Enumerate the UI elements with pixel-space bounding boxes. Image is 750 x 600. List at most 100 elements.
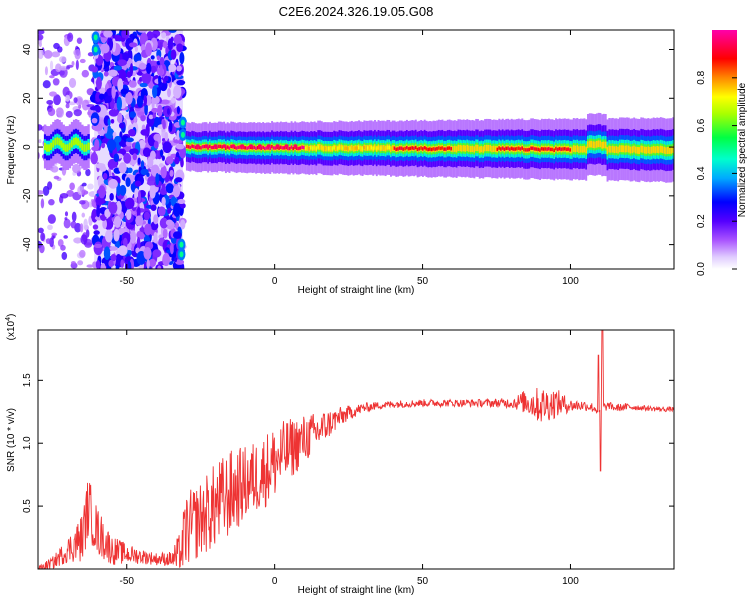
heat-cell bbox=[43, 49, 53, 59]
colorbar-ticks: 0.0 0.2 0.4 0.6 0.8 bbox=[696, 70, 737, 276]
heat-cell bbox=[427, 147, 430, 152]
heat-cell bbox=[129, 63, 134, 77]
heat-cell bbox=[311, 146, 314, 150]
heat-cell bbox=[350, 146, 353, 150]
colorbar: 0.0 0.2 0.4 0.6 0.8 Normalized spectral ampl… bbox=[696, 30, 748, 276]
heat-cell bbox=[288, 146, 291, 151]
heat-cell bbox=[638, 147, 641, 155]
heat-cell bbox=[670, 146, 673, 154]
heat-cell bbox=[413, 146, 416, 151]
heat-cell bbox=[414, 145, 417, 150]
heat-cell bbox=[553, 148, 556, 152]
heat-cell bbox=[494, 145, 497, 153]
y-tick-label: 0.5 bbox=[22, 499, 33, 513]
heat-cell bbox=[104, 95, 112, 104]
heat-cell bbox=[631, 146, 634, 154]
heat-cell bbox=[345, 146, 348, 151]
heat-cell bbox=[180, 131, 185, 138]
heat-cell bbox=[549, 147, 552, 152]
heat-cell bbox=[292, 146, 295, 151]
heat-cell bbox=[143, 211, 150, 221]
heat-cell bbox=[49, 91, 57, 97]
heat-cell bbox=[53, 42, 60, 50]
heat-cell bbox=[267, 146, 270, 150]
heat-cell bbox=[38, 139, 42, 144]
heat-cell bbox=[79, 249, 86, 258]
heat-cell bbox=[167, 87, 171, 98]
heat-cell bbox=[107, 158, 118, 170]
spectrogram-heat-layer bbox=[38, 30, 674, 269]
heat-cell bbox=[666, 147, 669, 154]
heat-cell bbox=[293, 144, 298, 148]
heat-cell bbox=[248, 144, 253, 148]
heat-cell bbox=[179, 241, 184, 248]
heat-cell bbox=[100, 142, 106, 149]
heat-cell bbox=[313, 146, 316, 150]
heat-cell bbox=[110, 118, 115, 124]
heat-cell bbox=[173, 202, 181, 217]
heat-cell bbox=[358, 145, 360, 150]
heat-cell bbox=[656, 145, 659, 153]
heat-cell bbox=[633, 145, 636, 153]
heat-cell bbox=[116, 96, 123, 111]
heat-cell bbox=[43, 142, 47, 151]
snr-x-ticks: -50 0 50 100 bbox=[120, 330, 579, 587]
heat-cell bbox=[322, 146, 325, 151]
heat-cell bbox=[611, 145, 614, 153]
heat-cell bbox=[42, 80, 51, 89]
heat-cell bbox=[49, 75, 55, 79]
heat-cell bbox=[168, 63, 177, 73]
heat-cell bbox=[159, 217, 169, 229]
heat-cell bbox=[95, 260, 101, 269]
heat-cell bbox=[278, 146, 281, 150]
heat-cell bbox=[343, 146, 346, 150]
heat-cell bbox=[516, 146, 518, 151]
heat-cell bbox=[159, 64, 163, 77]
heat-cell bbox=[140, 114, 146, 122]
heat-cell bbox=[95, 91, 101, 103]
heat-cell bbox=[77, 138, 80, 146]
heat-cell bbox=[115, 200, 122, 215]
heat-cell bbox=[47, 214, 56, 224]
heat-cell bbox=[180, 202, 186, 209]
heat-cell bbox=[558, 147, 561, 151]
y-tick-label: -20 bbox=[22, 188, 33, 203]
heat-cell bbox=[237, 145, 240, 150]
heat-cell bbox=[138, 62, 147, 70]
heat-cell bbox=[111, 85, 116, 99]
heat-cell bbox=[72, 138, 76, 146]
heat-cell bbox=[546, 147, 549, 151]
heat-cell bbox=[203, 144, 206, 149]
heat-cell bbox=[299, 146, 302, 150]
heat-cell bbox=[231, 144, 236, 148]
heat-cell bbox=[161, 32, 167, 39]
heat-cell bbox=[120, 37, 126, 42]
heat-cell bbox=[66, 66, 70, 70]
heat-cell bbox=[469, 145, 472, 153]
heat-cell bbox=[571, 146, 573, 154]
heat-cell bbox=[66, 190, 75, 197]
heat-cell bbox=[167, 208, 172, 214]
heat-cell bbox=[118, 245, 128, 256]
heat-cell bbox=[359, 146, 362, 151]
heat-cell bbox=[480, 145, 483, 153]
snr-y-axis-label: SNR (10 * v/v) bbox=[6, 408, 17, 472]
heat-cell bbox=[161, 196, 166, 206]
heat-cell bbox=[594, 141, 597, 149]
heat-cell bbox=[576, 145, 579, 152]
heat-cell bbox=[331, 147, 334, 151]
heat-cell bbox=[374, 145, 376, 149]
heat-cell bbox=[179, 52, 185, 65]
heat-cell bbox=[405, 145, 408, 150]
heat-cell bbox=[253, 145, 256, 150]
heat-cell bbox=[153, 140, 159, 149]
heat-cell bbox=[246, 146, 249, 150]
heat-cell bbox=[115, 264, 120, 269]
heat-cell bbox=[198, 145, 201, 150]
heat-cell bbox=[86, 264, 94, 268]
heat-cell bbox=[310, 146, 313, 150]
heat-cell bbox=[129, 111, 137, 118]
heat-cell bbox=[140, 160, 145, 169]
heat-cell bbox=[175, 259, 185, 265]
heat-cell bbox=[397, 147, 400, 151]
